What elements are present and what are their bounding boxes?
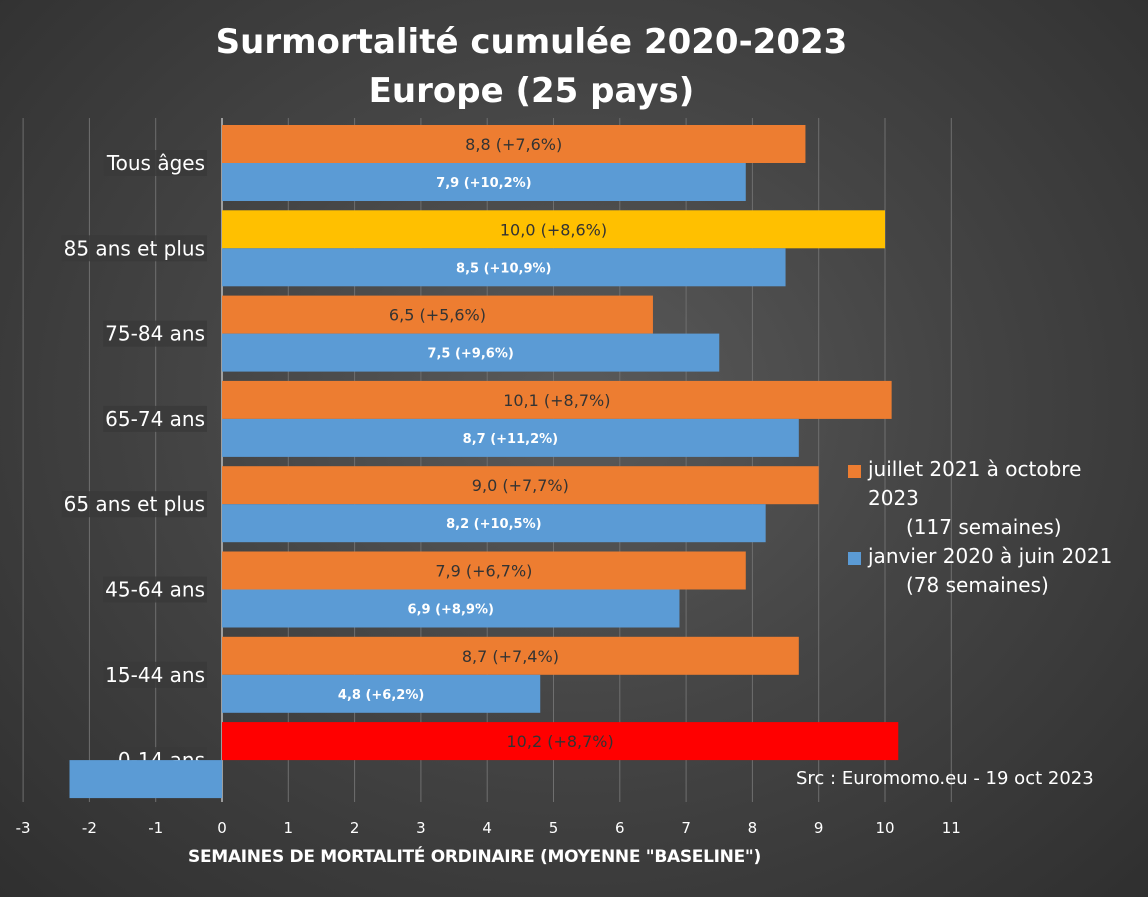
category-label-backdrop [61, 235, 207, 262]
bar-series-1 [222, 125, 806, 163]
category-label-backdrop [103, 661, 207, 688]
x-tick-label: 7 [681, 819, 691, 837]
bar-series-1 [222, 466, 819, 505]
legend-label: janvier 2020 à juin 2021 [868, 544, 1113, 568]
bar-series-2 [222, 418, 799, 457]
legend-swatch-blue [848, 552, 861, 565]
x-tick-label: 8 [748, 819, 758, 837]
x-tick-label: 1 [284, 819, 294, 837]
legend-item-series-1[interactable]: juillet 2021 à octobre 2023 (117 semaine… [848, 455, 1138, 542]
bar-series-2 [222, 674, 541, 713]
category-label-backdrop [103, 576, 207, 603]
x-tick-label: 0 [217, 819, 227, 837]
bar-series-1 [222, 295, 653, 334]
x-tick-label: 2 [350, 819, 360, 837]
x-tick-label: 4 [482, 819, 492, 837]
category-label-backdrop [103, 405, 207, 432]
data-label-series-1: 10,1 (+8,7%) [503, 391, 610, 410]
bar-series-1 [222, 380, 892, 419]
data-label-series-2: 7,9 (+10,2%) [436, 176, 531, 191]
category-label-backdrop [103, 320, 207, 347]
bar-series-2 [222, 248, 786, 287]
category-label: 45-64 ans [105, 578, 205, 602]
data-label-series-2: 8,5 (+10,9%) [456, 261, 551, 276]
legend-swatch-orange [848, 465, 861, 478]
bar-series-2 [69, 760, 222, 799]
legend-label: juillet 2021 à octobre [868, 457, 1082, 481]
source-note: Src : Euromomo.eu - 19 oct 2023 [796, 768, 1094, 789]
x-tick-label: -1 [148, 819, 163, 837]
data-label-series-1: 10,0 (+8,6%) [500, 220, 607, 239]
bar-series-1 [222, 636, 799, 675]
legend-item-series-2[interactable]: janvier 2020 à juin 2021 (78 semaines) [848, 542, 1138, 600]
legend: juillet 2021 à octobre 2023 (117 semaine… [848, 455, 1138, 600]
category-label-backdrop [61, 491, 207, 518]
data-label-series-1: 6,5 (+5,6%) [389, 306, 486, 325]
data-label-series-2: 8,2 (+10,5%) [446, 517, 541, 532]
x-tick-label: -3 [16, 819, 31, 837]
data-label-series-1: 10,2 (+8,7%) [507, 732, 614, 751]
data-label-series-1: 7,9 (+6,7%) [435, 562, 532, 581]
category-label: Tous âges [106, 151, 205, 175]
data-label-series-2: 6,9 (+8,9%) [408, 603, 494, 618]
data-label-series-1: 9,0 (+7,7%) [472, 476, 569, 495]
x-axis-label: SEMAINES DE MORTALITÉ ORDINAIRE (MOYENNE… [188, 847, 761, 867]
legend-label: (78 semaines) [906, 573, 1049, 597]
bar-series-1 [222, 551, 746, 590]
legend-label: 2023 [868, 486, 919, 510]
data-label-series-1: 8,8 (+7,6%) [465, 135, 562, 154]
data-label-series-2: 4,8 (+6,2%) [338, 688, 424, 703]
x-tick-label: 6 [615, 819, 625, 837]
category-label: 15-44 ans [105, 663, 205, 687]
category-label: 75-84 ans [105, 322, 205, 346]
x-tick-label: 3 [416, 819, 426, 837]
x-tick-label: 10 [875, 819, 894, 837]
category-label-backdrop [103, 150, 207, 176]
x-tick-label: 9 [814, 819, 824, 837]
bar-series-2 [222, 333, 720, 372]
data-label-series-2: 7,5 (+9,6%) [427, 347, 513, 362]
data-label-series-2: 8,7 (+11,2%) [463, 432, 558, 447]
chart-subtitle: Europe (25 pays) [368, 71, 695, 111]
category-label: 65-74 ans [105, 407, 205, 431]
legend-label: (117 semaines) [906, 515, 1062, 539]
bar-series-2 [222, 504, 766, 543]
bar-series-1 [222, 722, 899, 761]
bar-series-2 [222, 163, 746, 201]
x-tick-label: 11 [942, 819, 961, 837]
category-label: 85 ans et plus [64, 236, 205, 260]
x-tick-label: -2 [82, 819, 97, 837]
bar-series-1 [222, 210, 885, 249]
bar-series-2 [222, 589, 680, 628]
category-label: 65 ans et plus [64, 492, 205, 516]
data-label-series-1: 8,7 (+7,4%) [462, 647, 559, 666]
x-tick-label: 5 [549, 819, 559, 837]
chart-title: Surmortalité cumulée 2020-2023 [215, 22, 848, 62]
